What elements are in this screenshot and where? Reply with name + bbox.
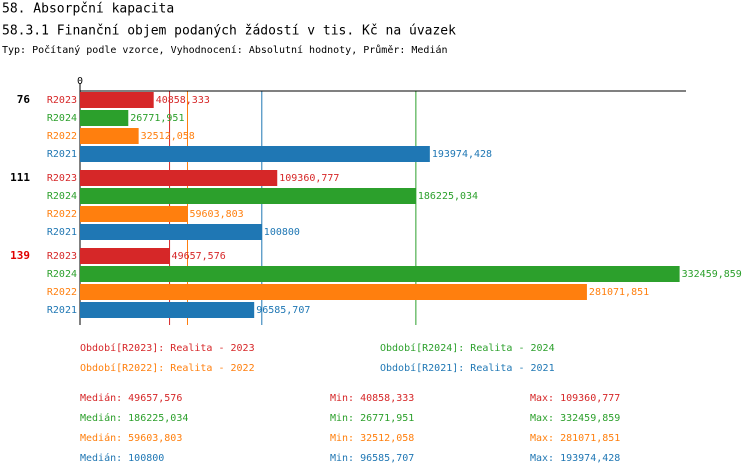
- stat-max: Max: 193974,428: [530, 453, 620, 464]
- legend-entry: Období[R2022]: Realita - 2022: [80, 362, 255, 374]
- stat-median: Medián: 186225,034: [80, 412, 188, 424]
- group-label: 111: [10, 171, 30, 184]
- stat-median: Medián: 100800: [80, 452, 164, 464]
- legend-entry: Období[R2024]: Realita - 2024: [380, 342, 555, 354]
- bar: [80, 206, 188, 222]
- value-label: 100800: [264, 227, 300, 238]
- bar: [80, 224, 262, 240]
- stat-min: Min: 32512,058: [330, 433, 414, 444]
- series-label: R2022: [47, 131, 77, 142]
- bar: [80, 110, 129, 126]
- stat-max: Max: 281071,851: [530, 433, 620, 444]
- stat-min: Min: 26771,951: [330, 413, 414, 424]
- stat-median: Medián: 49657,576: [80, 392, 182, 404]
- bar: [80, 248, 170, 264]
- legend-entry: Období[R2021]: Realita - 2021: [380, 362, 555, 374]
- value-label: 193974,428: [432, 149, 492, 160]
- series-label: R2022: [47, 287, 77, 298]
- value-label: 59603,803: [189, 209, 243, 220]
- bar: [80, 170, 278, 186]
- value-label: 40858,333: [156, 95, 210, 106]
- legend-entry: Období[R2023]: Realita - 2023: [80, 342, 255, 354]
- stat-max: Max: 332459,859: [530, 413, 620, 424]
- value-label: 281071,851: [589, 287, 649, 298]
- series-label: R2021: [47, 149, 77, 160]
- series-label: R2021: [47, 227, 77, 238]
- chart-description: Typ: Počítaný podle vzorce, Vyhodnocení:…: [2, 44, 448, 56]
- value-label: 32512,058: [141, 131, 195, 142]
- series-label: R2021: [47, 305, 77, 316]
- bar: [80, 302, 255, 318]
- x-tick-label: 0: [77, 76, 83, 87]
- series-label: R2022: [47, 209, 77, 220]
- bar: [80, 146, 430, 162]
- bar: [80, 128, 139, 144]
- stat-median: Medián: 59603,803: [80, 432, 182, 444]
- series-label: R2024: [47, 113, 77, 124]
- value-label: 109360,777: [279, 173, 339, 184]
- series-label: R2024: [47, 269, 77, 280]
- series-label: R2024: [47, 191, 77, 202]
- chart-subtitle: 58.3.1 Finanční objem podaných žádostí v…: [2, 24, 456, 39]
- value-label: 96585,707: [256, 305, 310, 316]
- group-label: 139: [10, 249, 30, 262]
- chart-title: 58. Absorpční kapacita: [2, 2, 174, 17]
- series-label: R2023: [47, 173, 77, 184]
- series-label: R2023: [47, 95, 77, 106]
- bar: [80, 266, 680, 282]
- stat-min: Min: 96585,707: [330, 453, 414, 464]
- bar: [80, 92, 154, 108]
- stat-max: Max: 109360,777: [530, 393, 620, 404]
- value-label: 332459,859: [682, 269, 742, 280]
- stat-min: Min: 40858,333: [330, 393, 414, 404]
- value-label: 186225,034: [418, 191, 478, 202]
- bar: [80, 284, 587, 300]
- bar: [80, 188, 416, 204]
- value-label: 49657,576: [172, 251, 226, 262]
- group-label: 76: [17, 93, 31, 106]
- series-label: R2023: [47, 251, 77, 262]
- value-label: 26771,951: [130, 113, 184, 124]
